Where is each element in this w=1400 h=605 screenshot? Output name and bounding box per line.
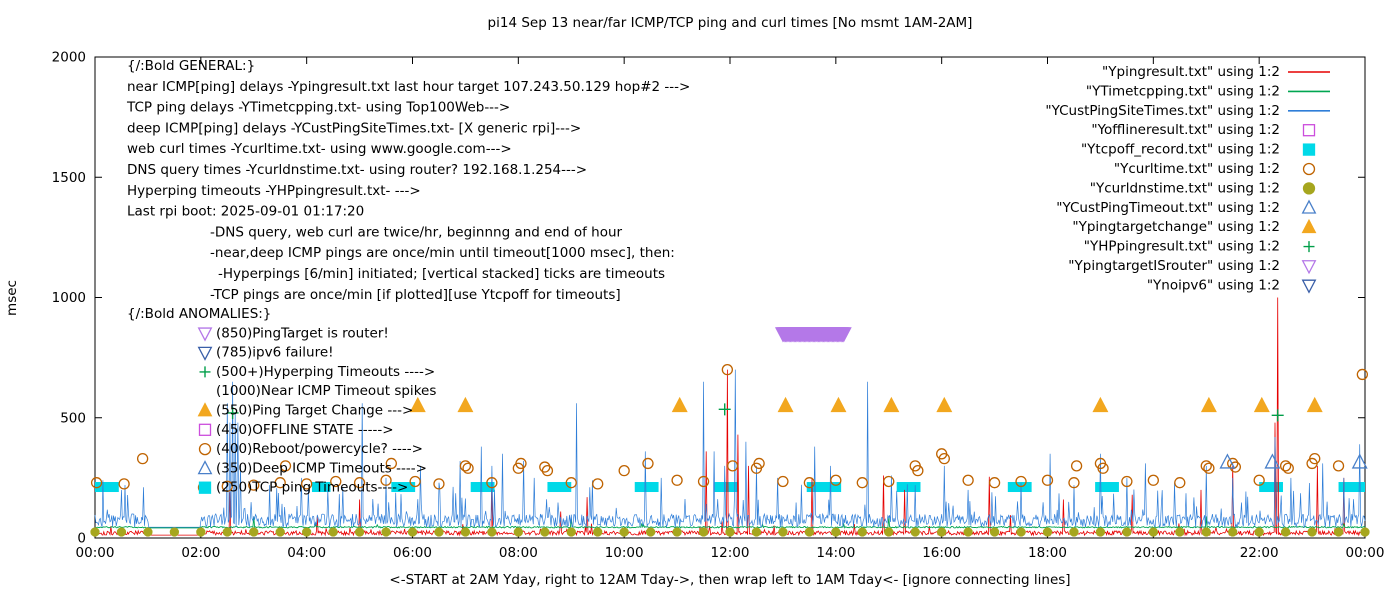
plot-layers: 00:00 02:00 04:00 06:00 08:00 10:00 12:00 14:00… (52, 50, 1385, 562)
svg-text:2000: 2000 (52, 50, 86, 66)
svg-text:{/:Bold ANOMALIES:}: {/:Bold ANOMALIES:} (127, 306, 271, 322)
svg-text:DNS query times -Ycurldnstime.: DNS query times -Ycurldnstime.txt- using… (127, 162, 587, 178)
svg-text:(400)Reboot/powercycle? ---->: (400)Reboot/powercycle? ----> (216, 441, 423, 457)
svg-text:12:00: 12:00 (711, 545, 750, 561)
svg-text:(550)Ping Target Change --->: (550)Ping Target Change ---> (216, 403, 413, 419)
legend-item: "Ypingresult.txt" using 1:2 (1102, 64, 1330, 80)
svg-text:"Ypingtargetchange" using 1:2: "Ypingtargetchange" using 1:2 (1072, 219, 1280, 235)
svg-text:-near,deep ICMP pings are once: -near,deep ICMP pings are once/min until… (210, 245, 675, 261)
series-ypingtargetisrouter-band (774, 327, 852, 343)
svg-text:08:00: 08:00 (499, 545, 538, 561)
svg-text:02:00: 02:00 (181, 545, 220, 561)
svg-text:"YTimetcpping.txt" using 1:2: "YTimetcpping.txt" using 1:2 (1086, 83, 1280, 99)
chart-title: pi14 Sep 13 near/far ICMP/TCP ping and c… (488, 15, 973, 31)
svg-text:-Hyperpings [6/min] initiated;: -Hyperpings [6/min] initiated; [vertical… (218, 266, 665, 282)
series-yhppingresult-pluses (226, 403, 1284, 422)
svg-text:00:00: 00:00 (76, 545, 115, 561)
legend-item: "Ycurltime.txt" using 1:2 (1114, 161, 1316, 177)
annotation-anomalies: {/:Bold ANOMALIES:} (850)PingTarget is ro… (127, 306, 436, 496)
svg-text:"Ytcpoff_record.txt" using 1:2: "Ytcpoff_record.txt" using 1:2 (1081, 142, 1280, 158)
svg-text:(350)Deep ICMP Timeouts ---->: (350)Deep ICMP Timeouts ----> (216, 460, 427, 476)
svg-text:-TCP pings are once/min [if pl: -TCP pings are once/min [if plotted][use… (210, 287, 621, 303)
svg-text:Last rpi boot: 2025-09-01 01:1: Last rpi boot: 2025-09-01 01:17:20 (127, 204, 364, 220)
svg-text:"Ycurltime.txt" using 1:2: "Ycurltime.txt" using 1:2 (1114, 161, 1280, 177)
legend-item: "Yofflineresult.txt" using 1:2 (1091, 122, 1316, 138)
legend-item: "Ypingtargetchange" using 1:2 (1072, 218, 1317, 235)
svg-text:"Ynoipv6" using 1:2: "Ynoipv6" using 1:2 (1147, 277, 1280, 293)
svg-text:500: 500 (60, 410, 86, 426)
svg-text:deep ICMP[ping] delays -YCustP: deep ICMP[ping] delays -YCustPingSiteTim… (127, 120, 581, 136)
legend-item: "Ytcpoff_record.txt" using 1:2 (1081, 142, 1316, 158)
series-ycurltime-circles (90, 363, 1369, 494)
y-axis-label: msec (4, 280, 20, 316)
svg-text:0: 0 (77, 531, 86, 547)
svg-text:04:00: 04:00 (287, 545, 326, 561)
legend-item: "YTimetcpping.txt" using 1:2 (1086, 83, 1330, 99)
legend-item: "YHPpingresult.txt" using 1:2 (1084, 239, 1315, 255)
series-ycustpingsitetimes-line (94, 369, 1366, 529)
legend-item: "Ycurldnstime.txt" using 1:2 (1090, 180, 1316, 196)
svg-text:"YpingtargetISrouter" using 1:: "YpingtargetISrouter" using 1:2 (1068, 258, 1280, 274)
svg-text:"Yofflineresult.txt" using 1:2: "Yofflineresult.txt" using 1:2 (1091, 122, 1280, 138)
svg-text:"YCustPingSiteTimes.txt" using: "YCustPingSiteTimes.txt" using 1:2 (1045, 103, 1280, 119)
svg-text:16:00: 16:00 (922, 545, 961, 561)
svg-text:20:00: 20:00 (1134, 545, 1173, 561)
svg-text:18:00: 18:00 (1028, 545, 1067, 561)
legend-item: "YCustPingTimeout.txt" using 1:2 (1056, 199, 1317, 216)
svg-text:"Ycurldnstime.txt" using 1:2: "Ycurldnstime.txt" using 1:2 (1090, 180, 1280, 196)
svg-text:(500+)Hyperping Timeouts ---->: (500+)Hyperping Timeouts ----> (216, 364, 435, 380)
svg-text:06:00: 06:00 (393, 545, 432, 561)
svg-text:{/:Bold GENERAL:}: {/:Bold GENERAL:} (127, 58, 255, 74)
svg-text:"Ypingresult.txt" using 1:2: "Ypingresult.txt" using 1:2 (1102, 64, 1280, 80)
legend-item: "YpingtargetISrouter" using 1:2 (1068, 258, 1317, 275)
svg-text:(1000)Near ICMP Timeout spikes: (1000)Near ICMP Timeout spikes (216, 383, 436, 399)
svg-text:"YCustPingTimeout.txt" using 1: "YCustPingTimeout.txt" using 1:2 (1056, 200, 1280, 216)
svg-text:00:00: 00:00 (1346, 545, 1385, 561)
svg-text:1000: 1000 (52, 290, 86, 306)
series-ytcpoff-bars (95, 482, 1365, 493)
svg-text:(850)PingTarget is router!: (850)PingTarget is router! (216, 325, 389, 341)
svg-text:"YHPpingresult.txt" using 1:2: "YHPpingresult.txt" using 1:2 (1084, 239, 1280, 255)
svg-text:near ICMP[ping] delays -Ypingr: near ICMP[ping] delays -Ypingresult.txt … (127, 79, 690, 95)
legend: "Ypingresult.txt" using 1:2 "YTimetcpping… (1045, 64, 1330, 294)
svg-text:(450)OFFLINE STATE ----->: (450)OFFLINE STATE -----> (216, 422, 394, 438)
svg-text:web curl times -Ycurltime.txt-: web curl times -Ycurltime.txt- using www… (127, 141, 512, 157)
series-ycustpingtimeout-triangles (1219, 453, 1368, 469)
svg-text:(785)ipv6 failure!: (785)ipv6 failure! (216, 345, 334, 361)
x-axis-note: <-START at 2AM Yday, right to 12AM Tday-… (389, 572, 1070, 588)
series-ycurldnstime-dots (90, 527, 1370, 537)
svg-text:TCP ping delays -YTimetcpping.: TCP ping delays -YTimetcpping.txt- using… (126, 100, 510, 116)
svg-text:Hyperping timeouts -YHPpingres: Hyperping timeouts -YHPpingresult.txt- -… (127, 183, 421, 199)
svg-text:10:00: 10:00 (605, 545, 644, 561)
legend-item: "YCustPingSiteTimes.txt" using 1:2 (1045, 103, 1330, 119)
annotation-general: {/:Bold GENERAL:} near ICMP[ping] delays … (126, 58, 690, 303)
svg-text:1500: 1500 (52, 170, 86, 186)
plot-axes: 00:00 02:00 04:00 06:00 08:00 10:00 12:00 14:00… (52, 50, 1385, 562)
svg-text:(250)TCP ping Timeouts---->: (250)TCP ping Timeouts----> (216, 480, 408, 496)
svg-text:-DNS query, web curl are twice: -DNS query, web curl are twice/hr, begin… (210, 224, 623, 240)
series-ypingtargetchange-triangles (409, 396, 1323, 413)
legend-item: "Ynoipv6" using 1:2 (1147, 277, 1317, 294)
svg-text:22:00: 22:00 (1240, 545, 1279, 561)
svg-text:14:00: 14:00 (816, 545, 855, 561)
